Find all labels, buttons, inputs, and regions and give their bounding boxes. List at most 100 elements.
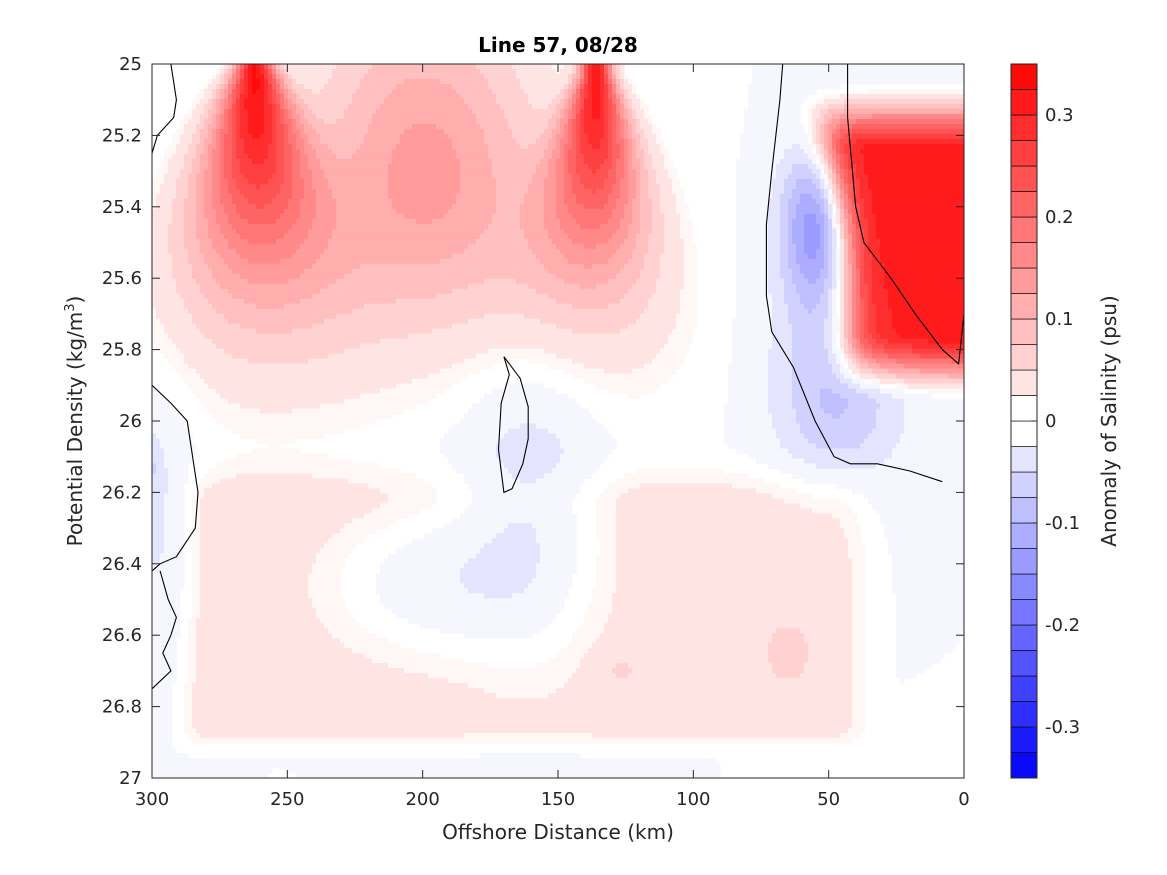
contour-band-cell <box>184 243 201 250</box>
contour-band-cell <box>840 363 845 370</box>
contour-band-cell <box>632 98 641 105</box>
zero-contour-line <box>152 384 199 572</box>
contour-band-cell <box>568 138 573 145</box>
contour-band-cell <box>388 178 461 185</box>
contour-band-cell <box>628 228 641 235</box>
contour-band-cell <box>152 273 173 280</box>
contour-band-cell <box>636 123 641 130</box>
contour-band-cell <box>792 143 801 150</box>
contour-band-cell <box>184 378 205 385</box>
contour-band-cell <box>440 438 501 445</box>
contour-band-cell <box>636 148 645 155</box>
contour-band-cell <box>632 108 637 115</box>
contour-band-cell <box>732 483 781 489</box>
contour-band-cell <box>768 353 793 360</box>
contour-band-cell <box>208 408 261 415</box>
contour-band-cell <box>212 138 217 145</box>
contour-band-cell <box>564 163 569 170</box>
contour-band-cell <box>220 88 225 95</box>
contour-band-cell <box>608 238 625 245</box>
contour-band-cell <box>632 148 637 155</box>
contour-band-cell <box>624 103 629 110</box>
contour-band-cell <box>736 258 769 265</box>
contour-band-cell <box>608 258 629 265</box>
contour-band-cell <box>192 493 205 499</box>
contour-band-cell <box>268 83 273 90</box>
contour-band-cell <box>852 658 865 664</box>
contour-band-cell <box>828 263 833 270</box>
contour-band-cell <box>860 293 869 300</box>
contour-band-cell <box>312 88 321 95</box>
contour-band-cell <box>876 233 964 240</box>
contour-band-cell <box>304 138 309 145</box>
contour-band-cell <box>824 143 829 150</box>
contour-band-cell <box>416 218 433 225</box>
contour-band-cell <box>216 108 221 115</box>
contour-band-cell <box>740 133 809 140</box>
contour-band-cell <box>272 113 277 120</box>
contour-band-cell <box>164 538 185 544</box>
contour-band-cell <box>876 213 964 220</box>
contour-band-cell <box>480 68 517 75</box>
contour-band-cell <box>776 628 801 634</box>
contour-band-cell <box>372 658 465 664</box>
contour-band-cell <box>600 64 605 70</box>
contour-band-cell <box>328 238 477 245</box>
contour-band-cell <box>152 613 181 619</box>
contour-band-cell <box>768 408 797 415</box>
contour-band-cell <box>392 88 457 95</box>
contour-band-cell <box>536 563 577 569</box>
contour-band-cell <box>240 188 281 195</box>
y-tick-label: 25.2 <box>102 125 142 146</box>
contour-band-cell <box>196 143 205 150</box>
contour-band-cell <box>220 93 225 100</box>
contour-band-cell <box>840 123 853 130</box>
contour-band-cell <box>852 683 865 689</box>
contour-band-cell <box>776 173 789 180</box>
contour-band-cell <box>308 583 341 589</box>
contour-band-cell <box>220 193 233 200</box>
contour-band-cell <box>840 163 845 170</box>
contour-band-cell <box>660 203 677 210</box>
contour-band-cell <box>496 443 561 450</box>
contour-band-cell <box>296 118 301 125</box>
contour-band-cell <box>292 113 301 120</box>
contour-band-cell <box>216 93 221 100</box>
contour-band-cell <box>888 548 964 554</box>
contour-band-cell <box>588 648 769 654</box>
contour-band-cell <box>828 183 833 190</box>
contour-band-cell <box>216 418 377 425</box>
contour-band-cell <box>472 498 573 504</box>
x-tick-label: 100 <box>676 789 710 810</box>
contour-band-cell <box>832 253 837 260</box>
contour-band-cell <box>236 98 241 105</box>
contour-band-cell <box>864 343 873 350</box>
contour-band-cell <box>892 318 964 325</box>
contour-band-cell <box>848 173 853 180</box>
contour-band-cell <box>624 153 629 160</box>
contour-band-cell <box>840 253 845 260</box>
contour-band-cell <box>200 548 321 554</box>
contour-band-cell <box>576 163 589 170</box>
contour-band-cell <box>640 213 653 220</box>
contour-band-cell <box>584 108 593 115</box>
contour-band-cell <box>336 223 489 230</box>
contour-band-cell <box>200 328 257 335</box>
contour-band-cell <box>588 133 605 140</box>
contour-band-cell <box>864 263 873 270</box>
contour-band-cell <box>904 403 964 410</box>
contour-band-cell <box>632 163 641 170</box>
contour-band-cell <box>572 83 577 90</box>
contour-band-cell <box>244 193 277 200</box>
contour-band-cell <box>260 68 265 75</box>
contour-band-cell <box>264 108 273 115</box>
contour-band-cell <box>772 303 789 310</box>
contour-band-cell <box>284 98 289 105</box>
contour-band-cell <box>844 263 849 270</box>
contour-band-cell <box>220 148 225 155</box>
contour-band-cell <box>852 198 857 205</box>
contour-band-cell <box>344 108 377 115</box>
contour-band-cell <box>168 228 185 235</box>
contour-band-cell <box>624 238 637 245</box>
contour-band-cell <box>680 233 693 240</box>
